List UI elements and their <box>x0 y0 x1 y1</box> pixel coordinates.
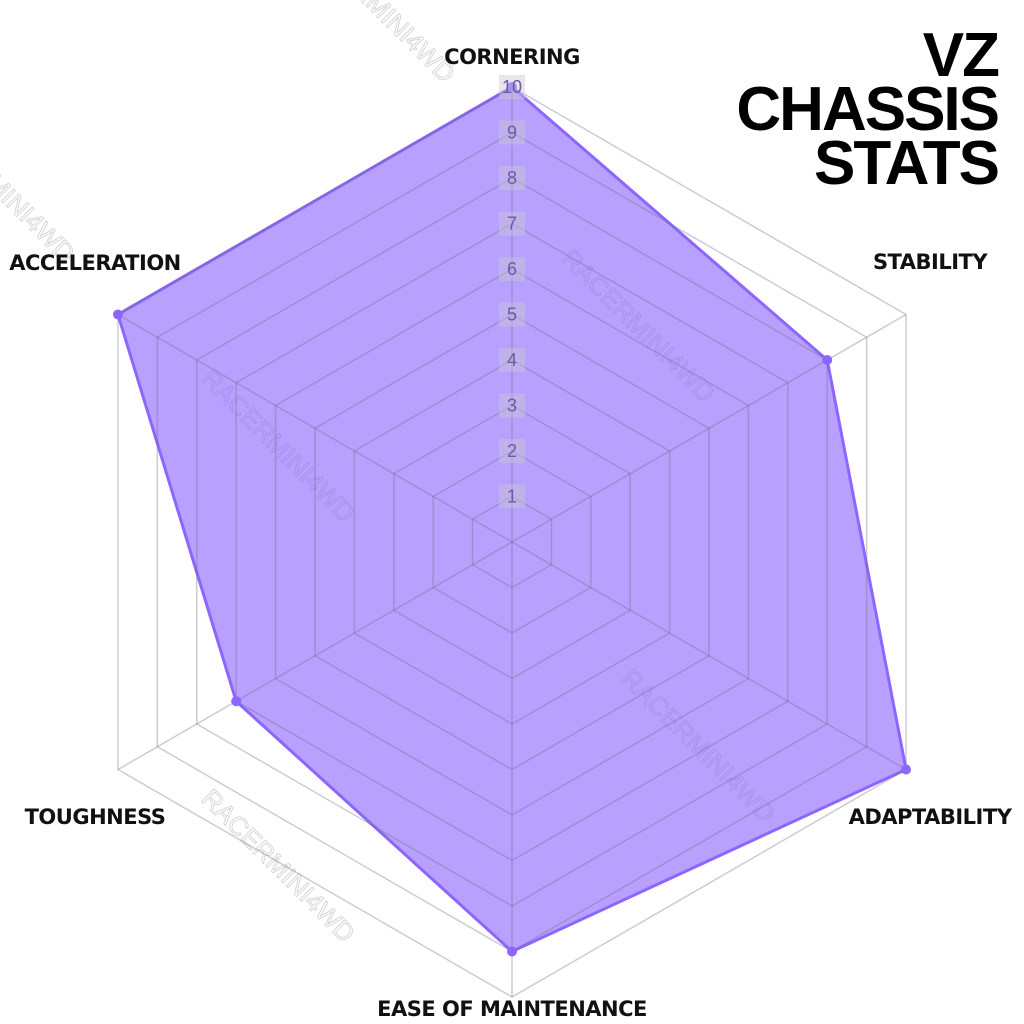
data-point <box>507 946 517 957</box>
chart-title: STATS <box>814 129 998 198</box>
tick-bg <box>499 75 525 99</box>
tick-bg <box>499 302 525 327</box>
tick-bg <box>499 166 525 190</box>
watermark: RACERMINI4WD <box>196 783 361 948</box>
tick-label: 1 <box>507 486 517 506</box>
grid-ring <box>432 450 592 634</box>
tick-label: 5 <box>507 304 517 324</box>
grid-ring <box>471 495 553 589</box>
tick-bg <box>499 257 525 281</box>
spoke <box>511 313 907 543</box>
axis-label: CORNERING <box>444 45 580 69</box>
spoke <box>117 541 513 771</box>
tick-bg <box>499 211 525 236</box>
grid-ring <box>235 222 789 862</box>
tick-label: 2 <box>507 441 517 461</box>
tick-bg <box>499 120 525 145</box>
data-point <box>901 764 912 775</box>
tick-label: 8 <box>507 168 517 188</box>
tick-bg <box>499 439 525 463</box>
data-point <box>112 309 123 320</box>
axis-label: EASE OF MAINTENANCE <box>377 997 647 1021</box>
grid-ring <box>353 359 671 725</box>
grid-ring <box>274 268 750 816</box>
axis-label: STABILITY <box>873 250 988 274</box>
tick-label: 10 <box>502 77 522 97</box>
axis-label: TOUGHNESS <box>25 805 166 829</box>
tick-bg <box>499 348 525 372</box>
tick-label: 9 <box>507 122 517 142</box>
tick-label: 3 <box>507 395 517 415</box>
tick-label: 7 <box>507 213 517 233</box>
tick-label: 6 <box>507 259 517 279</box>
spoke <box>511 541 907 771</box>
tick-label: 4 <box>507 350 517 370</box>
data-point <box>822 355 833 365</box>
data-point <box>231 696 242 707</box>
watermark: RACERMINI4WD <box>296 0 461 88</box>
spoke <box>117 313 513 543</box>
grid-ring <box>314 313 710 771</box>
chart-title: CHASSIS <box>736 75 998 144</box>
tick-bg <box>499 393 525 418</box>
data-point <box>507 82 517 92</box>
watermark: RACERMINI4WD <box>0 103 81 268</box>
tick-bg <box>499 484 525 509</box>
axis-label: ADAPTABILITY <box>849 805 1013 829</box>
grid-ring <box>393 404 631 680</box>
chart-title: VZ <box>923 21 999 90</box>
axis-label: ACCELERATION <box>9 251 181 275</box>
